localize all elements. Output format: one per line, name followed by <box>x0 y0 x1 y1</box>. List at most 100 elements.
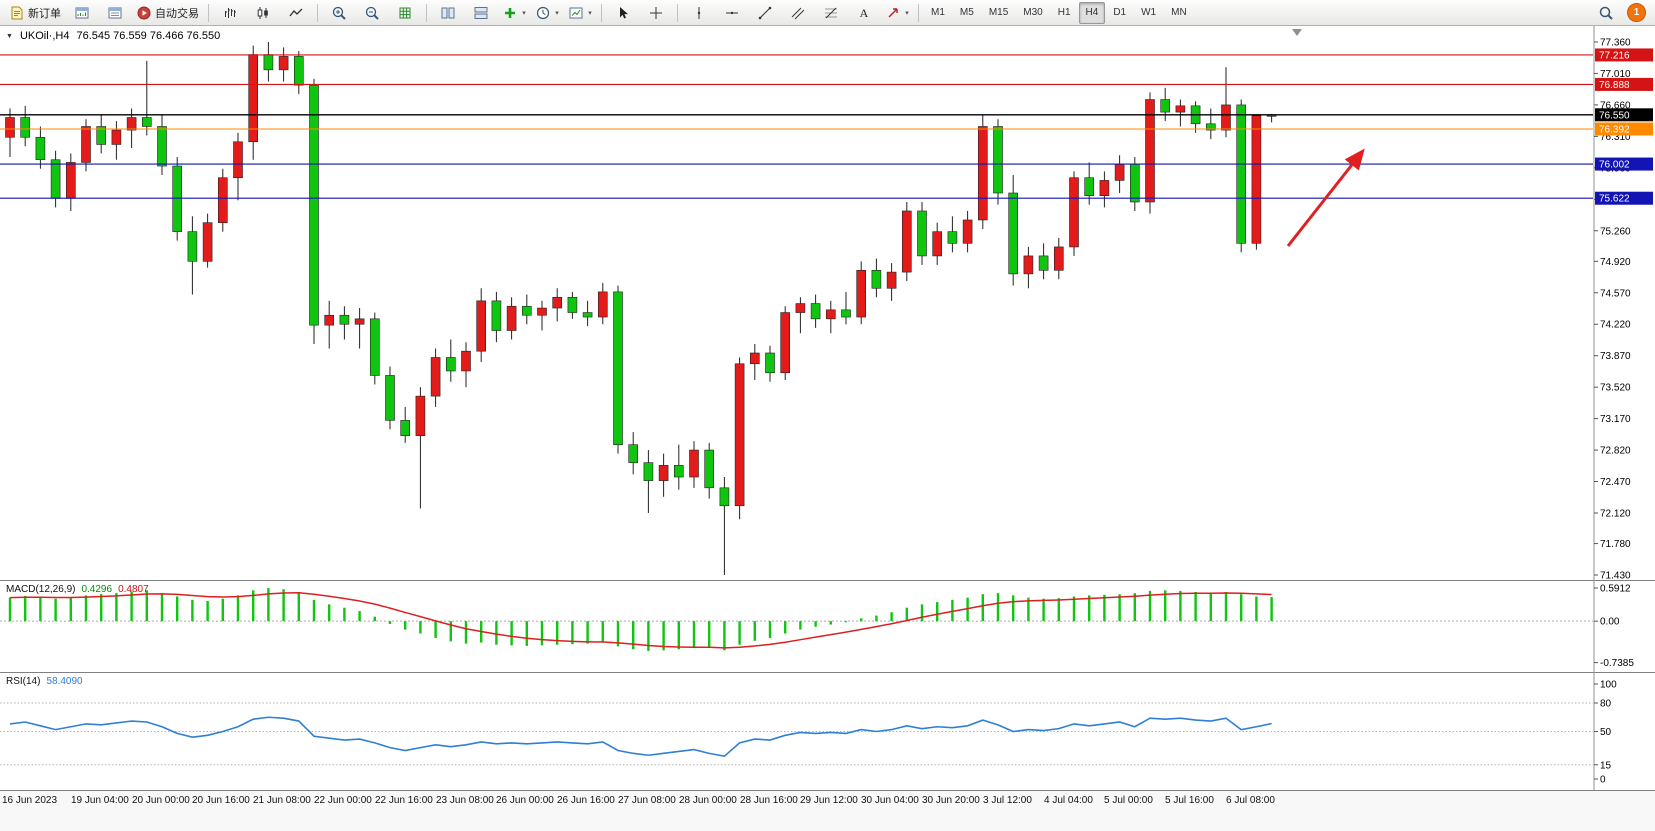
arrows-button[interactable]: ▾ <box>881 1 913 25</box>
svg-text:73.520: 73.520 <box>1600 383 1631 394</box>
svg-text:71.430: 71.430 <box>1600 571 1631 581</box>
vertical-line-button[interactable] <box>683 1 715 25</box>
svg-text:A: A <box>860 6 869 20</box>
svg-text:0: 0 <box>1600 775 1606 786</box>
svg-text:74.220: 74.220 <box>1600 320 1631 331</box>
time-label: 6 Jul 08:00 <box>1226 795 1275 806</box>
time-label: 28 Jun 16:00 <box>740 795 798 806</box>
svg-text:76.002: 76.002 <box>1599 160 1630 171</box>
svg-text:72.470: 72.470 <box>1600 477 1631 488</box>
horizontal-line-button[interactable] <box>716 1 748 25</box>
price-chart-canvas[interactable]: 77.36077.01076.66076.31075.96075.61075.2… <box>0 26 1655 580</box>
auto-trading-button-label: 自动交易 <box>155 7 199 20</box>
tile-windows-button[interactable] <box>432 1 464 25</box>
time-label: 19 Jun 04:00 <box>71 795 129 806</box>
timeframe-m15-button[interactable]: M15 <box>988 7 1009 18</box>
candlestick-chart-button[interactable] <box>247 1 279 25</box>
crosshair-button[interactable] <box>640 1 672 25</box>
svg-text:76.660: 76.660 <box>1600 100 1631 111</box>
collapse-chart-icon[interactable]: ▼ <box>6 32 13 40</box>
grid-button[interactable] <box>389 1 421 25</box>
svg-text:100: 100 <box>1600 680 1617 691</box>
timeframe-h1-button[interactable]: H1 <box>1057 7 1071 18</box>
svg-text:-0.7385: -0.7385 <box>1600 658 1634 669</box>
timeframe-m1-button[interactable]: M1 <box>931 7 945 18</box>
timeframe-m30-button[interactable]: M30 <box>1023 7 1043 18</box>
svg-text:71.780: 71.780 <box>1600 539 1631 550</box>
timeframe-m5-button[interactable]: M5 <box>959 7 974 18</box>
svg-text:72.820: 72.820 <box>1600 446 1631 457</box>
time-label: 20 Jun 16:00 <box>192 795 250 806</box>
template-icon <box>568 5 584 21</box>
svg-text:0.00: 0.00 <box>1600 617 1620 628</box>
timeframe-h4-button[interactable]: H4 <box>1078 1 1106 24</box>
time-label: 20 Jun 00:00 <box>132 795 190 806</box>
chevron-down-icon: ▾ <box>588 9 592 17</box>
grid-icon <box>397 5 413 21</box>
macd-name: MACD(12,26,9) <box>6 584 76 595</box>
macd-panel-canvas[interactable]: 0.5912 0.00 -0.7385 <box>0 580 1655 672</box>
time-label: 27 Jun 08:00 <box>618 795 676 806</box>
toolbar-separator <box>426 3 427 22</box>
time-label: 5 Jul 00:00 <box>1104 795 1153 806</box>
new-order-button[interactable]: 新订单 <box>5 1 65 25</box>
timeframe-d1-button[interactable]: D1 <box>1113 7 1127 18</box>
time-label: 28 Jun 00:00 <box>679 795 737 806</box>
svg-text:74.920: 74.920 <box>1600 257 1631 268</box>
svg-text:77.360: 77.360 <box>1600 38 1631 49</box>
rsi-indicator-label: RSI(14) 58.4090 <box>6 676 83 687</box>
time-label: 26 Jun 16:00 <box>557 795 615 806</box>
tile-h-icon <box>440 5 456 21</box>
chevron-down-icon: ▾ <box>555 9 559 17</box>
templates-button[interactable]: ▾ <box>564 1 596 25</box>
time-axis[interactable]: 16 Jun 2023 19 Jun 04:00 20 Jun 00:00 20 Ju… <box>0 790 1655 831</box>
timeframe-mn-button[interactable]: MN <box>1171 7 1187 18</box>
notification-badge[interactable]: 1 <box>1627 3 1646 22</box>
chevron-down-icon: ▾ <box>522 9 526 17</box>
toolbar-separator <box>317 3 318 22</box>
zoom-in-icon <box>331 5 347 21</box>
charts-window-button[interactable] <box>66 1 98 25</box>
svg-text:77.216: 77.216 <box>1599 50 1630 61</box>
svg-text:72.120: 72.120 <box>1600 508 1631 519</box>
hline-icon <box>724 5 740 21</box>
periods-button[interactable]: ▾ <box>531 1 563 25</box>
svg-text:73.870: 73.870 <box>1600 351 1631 362</box>
zoom-out-button[interactable] <box>356 1 388 25</box>
toolbar-separator <box>601 3 602 22</box>
svg-text:15: 15 <box>1600 760 1612 771</box>
rsi-panel-canvas[interactable]: 100 80 50 15 0 <box>0 672 1655 790</box>
new-order-icon <box>9 5 25 21</box>
line-icon <box>288 5 304 21</box>
bars-icon <box>222 5 238 21</box>
fibo-icon <box>823 5 839 21</box>
svg-text:75.622: 75.622 <box>1599 194 1630 205</box>
time-label: 4 Jul 04:00 <box>1044 795 1093 806</box>
svg-text:73.170: 73.170 <box>1600 414 1631 425</box>
add-indicator-button[interactable]: ▾ <box>498 1 530 25</box>
chevron-down-icon: ▾ <box>905 9 909 17</box>
search-button[interactable] <box>1590 1 1622 25</box>
market-watch-button[interactable] <box>99 1 131 25</box>
auto-trading-button[interactable]: 自动交易 <box>132 1 203 25</box>
zoom-in-button[interactable] <box>323 1 355 25</box>
channel-button[interactable] <box>782 1 814 25</box>
timeframe-w1-button[interactable]: W1 <box>1141 7 1157 18</box>
autotrade-icon <box>136 5 152 21</box>
time-label: 3 Jul 12:00 <box>983 795 1032 806</box>
svg-text:74.570: 74.570 <box>1600 288 1631 299</box>
chart-shift-marker-icon[interactable] <box>1292 29 1302 36</box>
fibonacci-button[interactable] <box>815 1 847 25</box>
time-label: 16 Jun 2023 <box>2 795 58 806</box>
window-chart-icon <box>74 5 90 21</box>
crosshair-icon <box>648 5 664 21</box>
bar-chart-button[interactable] <box>214 1 246 25</box>
macd-main-value: 0.4296 <box>81 584 113 595</box>
line-chart-button[interactable] <box>280 1 312 25</box>
arrange-windows-button[interactable] <box>465 1 497 25</box>
zoom-out-icon <box>364 5 380 21</box>
svg-text:80: 80 <box>1600 699 1612 710</box>
cursor-button[interactable] <box>607 1 639 25</box>
trendline-button[interactable] <box>749 1 781 25</box>
text-label-button[interactable]: A <box>848 1 880 25</box>
